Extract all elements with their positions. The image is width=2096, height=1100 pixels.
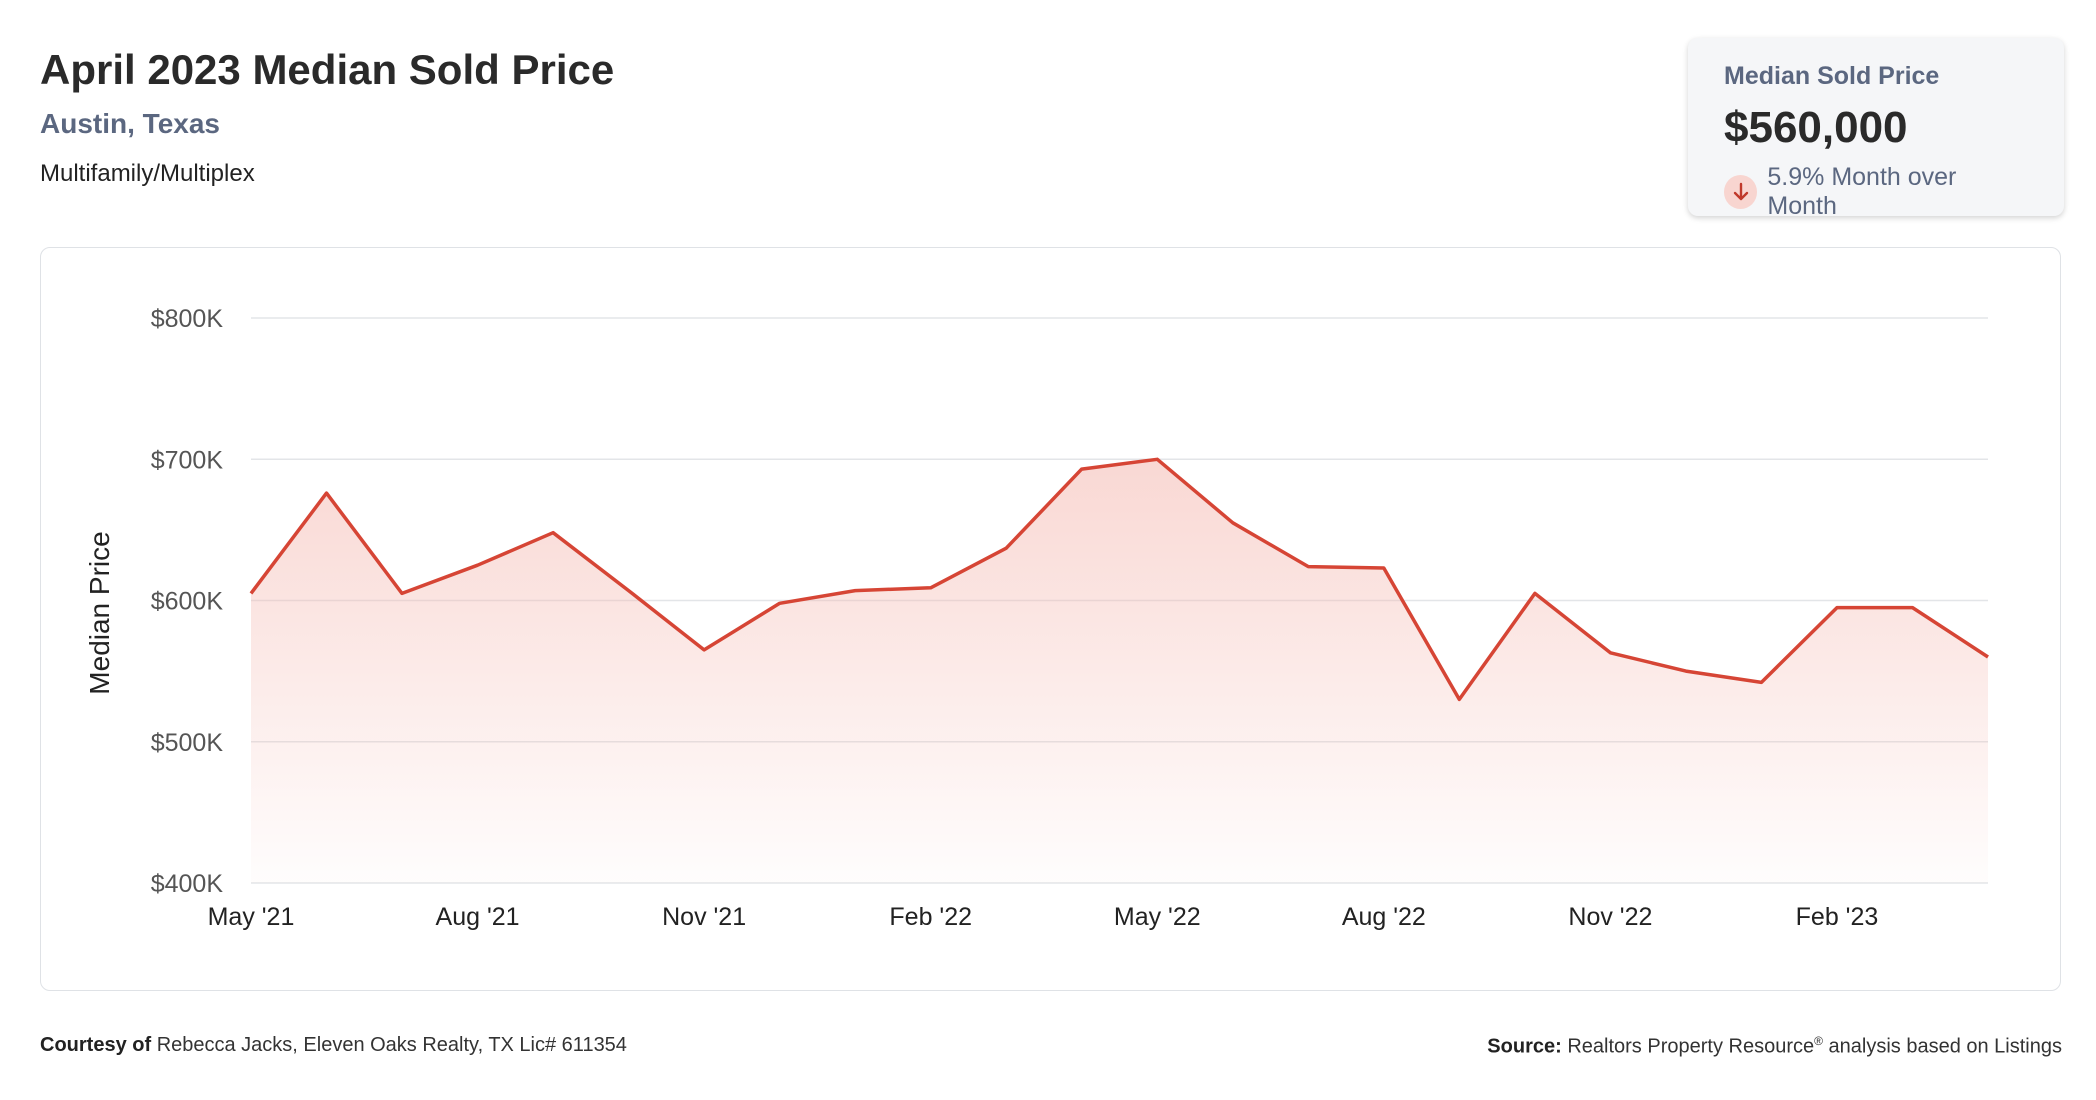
y-tick-label: $500K: [151, 729, 224, 757]
data-point[interactable]: [1604, 647, 1616, 659]
x-tick-label: Aug '22: [1342, 903, 1426, 931]
data-point[interactable]: [547, 527, 559, 539]
source-text: Realtors Property Resource: [1567, 1035, 1815, 1058]
data-point[interactable]: [1378, 562, 1390, 574]
arrow-down-icon: [1724, 175, 1758, 209]
data-point[interactable]: [1076, 463, 1088, 475]
stat-value: $560,000: [1724, 103, 1908, 152]
data-point[interactable]: [623, 585, 635, 597]
data-point[interactable]: [1453, 693, 1465, 705]
data-point[interactable]: [1906, 602, 1918, 614]
source-label: Source:: [1487, 1035, 1562, 1058]
source-suffix: analysis based on Listings: [1828, 1035, 2062, 1058]
data-point[interactable]: [396, 587, 408, 599]
x-tick-label: Nov '21: [662, 903, 746, 931]
data-point[interactable]: [1680, 665, 1692, 677]
y-axis-label: Median Price: [84, 531, 115, 694]
x-tick-label: Feb '23: [1796, 903, 1879, 931]
registered-mark: ®: [1814, 1034, 1823, 1048]
series-line: [249, 457, 1989, 702]
price-chart: $800K $700K $600K $500K $400K May '21 Aug '21…: [84, 305, 1994, 931]
data-point[interactable]: [698, 644, 710, 656]
x-tick-label: Nov '22: [1568, 903, 1652, 931]
y-tick-label: $600K: [151, 588, 224, 616]
y-tick-label: $400K: [151, 870, 224, 898]
data-point[interactable]: [774, 597, 786, 609]
courtesy-label: Courtesy of: [40, 1034, 152, 1056]
property-category: Multifamily/Multiplex: [40, 160, 255, 187]
x-tick-label: May '21: [208, 903, 295, 931]
area-fill: [251, 459, 1988, 883]
data-point[interactable]: [245, 587, 257, 599]
data-point[interactable]: [321, 487, 333, 499]
stat-change: 5.9% Month over Month: [1724, 163, 2028, 221]
courtesy-text: Rebecca Jacks, Eleven Oaks Realty, TX Li…: [156, 1034, 627, 1056]
median-price-card: Median Sold Price $560,000 5.9% Month ov…: [1688, 38, 2064, 220]
page-title: April 2023 Median Sold Price: [40, 46, 615, 93]
data-point[interactable]: [1982, 651, 1994, 663]
source-footer: Source: Realtors Property Resource® anal…: [1487, 1034, 2062, 1059]
data-point[interactable]: [472, 559, 484, 571]
data-point[interactable]: [925, 582, 937, 594]
x-tick-label: Feb '22: [889, 903, 972, 931]
data-point[interactable]: [1302, 561, 1314, 573]
data-point[interactable]: [1000, 542, 1012, 554]
y-tick-label: $700K: [151, 446, 224, 474]
data-point[interactable]: [1227, 517, 1239, 529]
stat-label: Median Sold Price: [1724, 62, 1940, 90]
data-point[interactable]: [849, 585, 861, 597]
data-point[interactable]: [1529, 587, 1541, 599]
data-point[interactable]: [1755, 676, 1767, 688]
x-tick-label: May '22: [1114, 903, 1201, 931]
chart-panel: $800K $700K $600K $500K $400K May '21 Aug '21…: [40, 247, 2061, 991]
data-point[interactable]: [1151, 453, 1163, 465]
stat-change-text: 5.9% Month over Month: [1767, 163, 1957, 220]
courtesy-footer: Courtesy of Rebecca Jacks, Eleven Oaks R…: [40, 1034, 627, 1057]
x-tick-label: Aug '21: [436, 903, 520, 931]
location-subtitle: Austin, Texas: [40, 108, 220, 139]
data-point[interactable]: [1831, 602, 1843, 614]
y-tick-label: $800K: [151, 305, 224, 333]
